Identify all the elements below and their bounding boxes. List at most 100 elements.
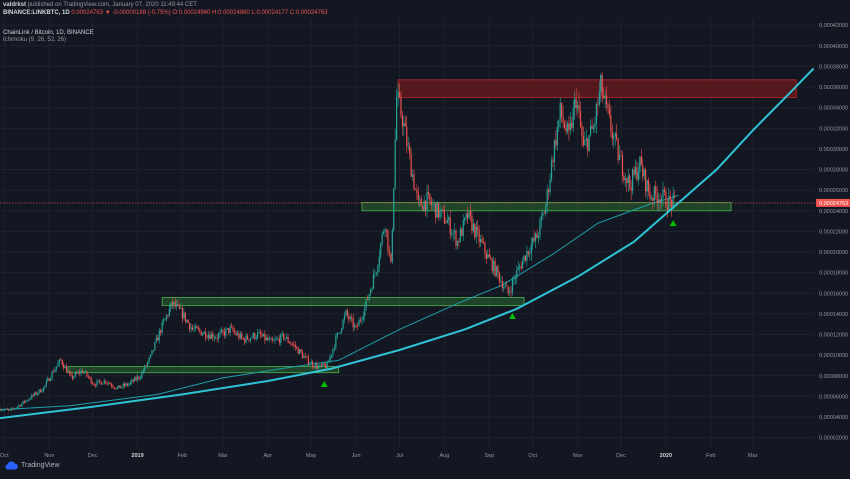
candle-body [139, 378, 142, 379]
candle-body [294, 344, 296, 348]
candle-body [274, 339, 276, 341]
candle-body [543, 213, 545, 214]
candle-body [81, 370, 84, 373]
parabolic-support-curve[interactable] [0, 67, 815, 420]
candle-body [258, 332, 260, 333]
candle-body [566, 123, 569, 132]
indicator-label[interactable]: Ichimoku (9, 26, 52, 26) [3, 37, 67, 43]
candle-body [68, 371, 71, 374]
candle-body [25, 400, 27, 403]
candle-body [34, 392, 36, 396]
candle-body [419, 198, 421, 200]
x-tick-label: Oct [0, 453, 9, 459]
support-curve[interactable] [0, 67, 815, 420]
candle-body [262, 333, 265, 337]
candle-body [77, 372, 79, 374]
candle-body [80, 370, 82, 374]
candle-body [579, 110, 582, 127]
candle-body [135, 377, 137, 380]
candle-body [617, 139, 619, 161]
candle-body [356, 325, 359, 327]
candle-body [634, 167, 637, 175]
candle-body [581, 126, 583, 137]
candle-body [52, 371, 55, 373]
candle-body [616, 133, 618, 140]
candle-body [147, 361, 149, 366]
candle-body [306, 356, 308, 358]
y-tick-label: 0.00002000 [819, 436, 848, 442]
candle-body [174, 301, 176, 307]
candle-body [291, 344, 294, 345]
candle-body [161, 321, 163, 333]
candle-body [438, 202, 440, 218]
candle-body [3, 409, 5, 411]
candle-body [413, 174, 415, 190]
candle-body [134, 377, 136, 382]
candle-body [154, 342, 156, 351]
candle-body [398, 92, 401, 97]
candle-body [2, 409, 4, 411]
candle-body [527, 251, 529, 255]
x-tick-label: Jul [396, 453, 403, 459]
candle-body [119, 385, 121, 389]
candle-body [74, 372, 76, 377]
candle-body [445, 223, 447, 224]
candle-body [129, 382, 131, 385]
candle-body [125, 383, 127, 386]
candle-body [76, 372, 78, 374]
candle-body [67, 371, 69, 373]
x-tick-label: Aug [440, 453, 450, 459]
author-name[interactable]: valdrkst [3, 2, 27, 8]
candle-body [647, 180, 650, 192]
candle-body [533, 237, 535, 241]
tradingview-brand[interactable]: TradingView [4, 461, 60, 470]
candle-body [131, 379, 133, 383]
candle-body [322, 363, 324, 366]
candle-body [267, 337, 269, 341]
candle-body [176, 304, 178, 307]
candle-body [126, 383, 128, 386]
candle-body [585, 138, 587, 141]
candle-body [223, 331, 225, 336]
candle-body [576, 104, 579, 109]
candle-body [277, 338, 279, 340]
candle-body [346, 310, 349, 316]
candle-body [442, 209, 444, 211]
candle-body [116, 387, 118, 389]
candle-body [646, 180, 648, 192]
candle-body [548, 189, 550, 193]
candle-body [299, 349, 301, 354]
candle-body [37, 393, 39, 395]
candle-body [333, 347, 335, 349]
y-tick-label: 0.00014000 [819, 312, 848, 318]
symbol-name[interactable]: BINANCE:LINKBTC, 1D [3, 10, 70, 16]
candle-body [264, 333, 266, 341]
candle-body [422, 206, 424, 211]
candle-body [194, 326, 197, 329]
candle-body [466, 213, 469, 219]
candle-body [569, 122, 571, 131]
candle-body [202, 333, 204, 336]
candle-body [368, 294, 370, 300]
candle-body [257, 332, 259, 338]
candle-body [358, 320, 360, 327]
candle-body [575, 98, 577, 109]
candle-body [666, 207, 668, 211]
candle-body [170, 302, 172, 309]
candle-body [359, 320, 362, 321]
candle-body [60, 359, 62, 361]
candle-body [516, 269, 518, 279]
candle-body [433, 203, 435, 205]
candle-body [546, 189, 548, 206]
y-tick-label: 0.00008000 [819, 374, 848, 380]
candle-body [582, 136, 584, 145]
candle-body [614, 133, 616, 137]
up-arrow-icon [508, 312, 516, 319]
publish-text: published on TradingView.com, January 07… [27, 2, 197, 8]
candle-body [268, 338, 270, 341]
y-tick-label: 0.00006000 [819, 394, 848, 400]
candle-body [503, 286, 505, 289]
candle-body [645, 169, 647, 192]
